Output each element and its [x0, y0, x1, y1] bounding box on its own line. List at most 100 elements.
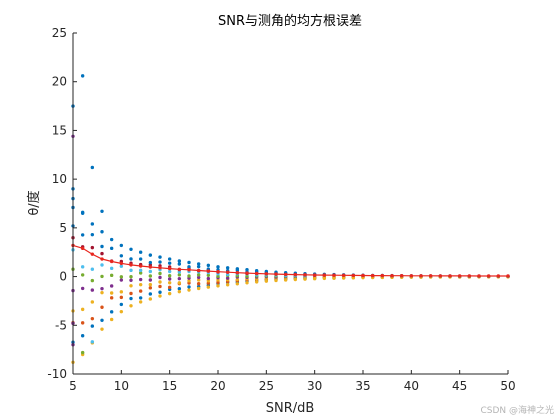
- scatter-point: [90, 267, 95, 271]
- scatter-point: [158, 275, 162, 280]
- scatter-point: [148, 282, 153, 287]
- rmse-point: [80, 246, 85, 251]
- rmse-point: [457, 274, 462, 278]
- scatter-point: [90, 232, 95, 237]
- scatter-point: [206, 276, 211, 281]
- scatter-point: [148, 274, 153, 278]
- scatter-point: [109, 296, 114, 300]
- rmse-point: [370, 273, 375, 278]
- scatter-point: [80, 273, 85, 277]
- scatter-point: [90, 278, 95, 283]
- scatter-point: [158, 280, 162, 284]
- scatter-point: [109, 246, 114, 251]
- lower-bound-point: [293, 277, 298, 282]
- lower-bound-point: [109, 317, 114, 322]
- lower-bound-point: [274, 278, 278, 283]
- scatter-point: [177, 262, 182, 266]
- rmse-point: [206, 269, 211, 273]
- scatter-point: [138, 268, 143, 273]
- scatter-point: [119, 290, 124, 294]
- scatter-point: [216, 274, 220, 278]
- x-tick-label: 25: [259, 379, 274, 393]
- scatter-point: [119, 295, 124, 300]
- lower-bound-point: [187, 288, 191, 292]
- scatter-point: [196, 282, 201, 286]
- lower-bound-point: [177, 289, 182, 294]
- y-tick-label: -5: [55, 318, 67, 332]
- rmse-point: [380, 273, 385, 278]
- rmse-point: [196, 268, 201, 273]
- lower-bound-point: [148, 297, 153, 301]
- scatter-point: [216, 278, 220, 282]
- upper-bound-point: [90, 222, 95, 226]
- rmse-point: [235, 270, 240, 275]
- scatter-point: [138, 257, 143, 261]
- x-ticks: 5 10 15 20 25 30 35 40 45 50: [69, 370, 516, 393]
- rmse-line: [72, 244, 508, 277]
- x-tick-label: 35: [355, 379, 370, 393]
- x-axis-label: SNR/dB: [266, 401, 315, 416]
- lower-bound-point: [264, 279, 269, 283]
- scatter-point: [138, 271, 143, 275]
- rmse-point: [467, 274, 472, 278]
- rmse-point: [129, 263, 133, 267]
- scatter-point: [80, 307, 85, 312]
- rmse-point: [486, 274, 491, 278]
- scatter-point: [90, 288, 95, 292]
- rmse-point: [438, 274, 443, 278]
- rmse-point: [158, 266, 162, 270]
- y-tick-label: 0: [59, 270, 67, 284]
- rmse-point: [187, 268, 191, 272]
- scatter-point: [177, 273, 182, 277]
- scatter-point: [187, 279, 191, 283]
- outlier-point: [90, 165, 95, 170]
- scatter-point: [100, 251, 104, 256]
- scatter-point: [167, 285, 172, 290]
- upper-bound-point: [138, 250, 143, 254]
- lower-bound-point: [129, 304, 133, 308]
- y-tick-label: 10: [52, 172, 67, 186]
- scatter-point: [167, 277, 172, 281]
- outlier-point: [90, 340, 95, 344]
- scatter-point: [196, 275, 201, 280]
- lower-bound-point: [167, 291, 172, 296]
- rmse-point: [264, 272, 269, 276]
- scatter-point: [167, 269, 172, 274]
- lower-bound-point: [206, 285, 211, 289]
- rmse-point: [274, 272, 278, 276]
- scatter-point: [109, 273, 114, 278]
- scatter-point: [138, 277, 143, 282]
- lower-bound-point: [119, 309, 124, 314]
- rmse-point: [477, 274, 481, 278]
- scatter-point: [100, 305, 104, 309]
- rmse-point: [303, 273, 307, 277]
- scatter-point: [167, 261, 172, 265]
- upper-bound-point: [206, 263, 211, 268]
- upper-bound-point: [254, 269, 259, 273]
- rmse-point: [225, 270, 230, 274]
- scatter-point: [148, 286, 153, 290]
- scatter-point: [129, 296, 133, 301]
- scatter-point: [187, 274, 191, 278]
- scatter-point: [80, 334, 85, 338]
- scatter-point: [100, 263, 104, 267]
- lower-bound-point: [196, 286, 201, 291]
- scatter-point: [129, 275, 133, 279]
- outlier-point: [100, 209, 104, 213]
- rmse-point: [496, 274, 501, 278]
- rmse-point: [167, 266, 172, 271]
- rmse-point: [254, 271, 259, 276]
- upper-bound-point: [109, 237, 114, 242]
- scatter-point: [158, 284, 162, 289]
- upper-bound-point: [196, 262, 201, 266]
- scatter-point: [187, 285, 191, 289]
- scatter-point: [148, 278, 153, 282]
- scatter-point: [196, 278, 201, 282]
- lower-bound-point: [158, 294, 162, 298]
- scatter-point: [90, 300, 95, 304]
- lower-bound-point: [138, 300, 143, 304]
- upper-bound-point: [158, 255, 162, 259]
- x-tick-label: 50: [500, 379, 515, 393]
- scatter-point: [206, 273, 211, 277]
